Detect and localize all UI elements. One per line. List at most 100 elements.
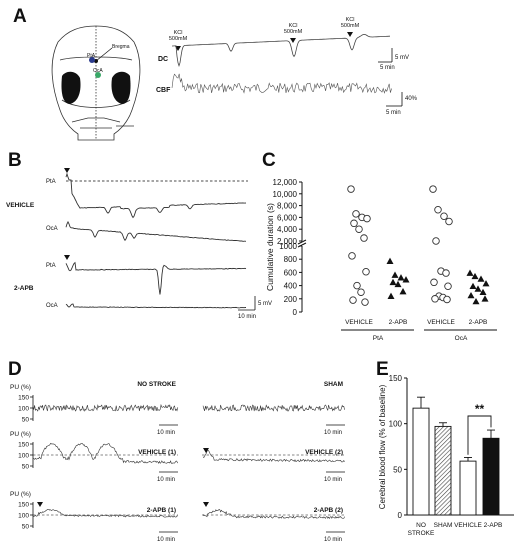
e-ytick-label: 100 — [389, 420, 403, 429]
b-scale-t: 10 min — [238, 314, 256, 320]
c-category-label: 2-APB — [389, 319, 408, 326]
c-data-point — [445, 217, 453, 226]
d-trace — [32, 442, 179, 464]
b-apb-oca-label: OcA — [46, 303, 58, 309]
e-ytick-label: 0 — [398, 511, 403, 520]
c-data-point — [391, 271, 399, 278]
c-ytick-label: 2,000 — [277, 237, 298, 246]
dc-scale-bar — [378, 48, 393, 63]
panel-letter-a: A — [13, 6, 27, 27]
panel-letter-e: E — [376, 359, 389, 380]
left-orbit — [61, 71, 81, 104]
c-group-label-oca: OcA — [455, 335, 468, 342]
cbf-label: CBF — [156, 87, 171, 94]
c-data-point — [467, 292, 475, 299]
c-group-label-pta: PtA — [373, 335, 384, 342]
c-category-label: 2-APB — [469, 319, 488, 326]
c-data-point — [347, 185, 355, 193]
b-veh-pta-label: PtA — [46, 179, 56, 185]
b-scale-v: 5 mV — [258, 301, 272, 307]
e-category-label: VEHICLE — [454, 522, 482, 529]
svg-text:500mM: 500mM — [284, 29, 303, 35]
d-ytick-label: 150 — [18, 442, 29, 449]
d-pu-label: PU (%) — [10, 384, 31, 391]
c-data-point — [360, 234, 368, 242]
right-orbit — [111, 71, 131, 104]
e-category-label: SHAM — [434, 522, 453, 529]
d-ytick-label: 50 — [22, 417, 30, 424]
c-data-point — [350, 219, 358, 228]
b-apb-pta-label: PtA — [46, 263, 56, 269]
c-data-point — [363, 214, 371, 223]
c-data-point — [361, 298, 369, 306]
panel-letter-b: B — [8, 150, 22, 171]
b-veh-oca-label: OcA — [46, 226, 58, 232]
c-ytick-label: 600 — [284, 268, 298, 277]
d-ytick-label: 100 — [18, 513, 29, 520]
e-ytick-label: 150 — [389, 374, 403, 383]
c-data-point — [389, 278, 397, 286]
c-data-point — [442, 269, 450, 277]
c-ytick-label: 800 — [284, 255, 298, 264]
c-data-point — [474, 285, 482, 292]
d-ytick-label: 100 — [18, 406, 29, 413]
c-ytick-label: 10,000 — [273, 190, 298, 199]
b-apb-label: 2-APB — [14, 285, 34, 292]
c-ytick-label: 6,000 — [277, 213, 298, 222]
d-trace-label: 2-APB (1) — [147, 507, 176, 514]
e-bar — [412, 407, 430, 516]
d-ytick-label: 50 — [22, 524, 30, 531]
panel-d-traces: PU (%) 150 100 50 NO STROKE SHAM 10 min 10 min P… — [10, 381, 345, 543]
svg-text:KCl: KCl — [289, 23, 298, 29]
oca-site — [95, 72, 101, 78]
d-stim-marker — [37, 502, 43, 507]
c-ytick-label: 12,000 — [273, 178, 298, 187]
e-ytick-label: 50 — [393, 465, 402, 474]
c-data-point — [440, 212, 448, 220]
e-significance-label: ** — [475, 402, 485, 416]
dc-label: DC — [158, 56, 168, 63]
d-stim-marker — [203, 502, 209, 507]
dc-scale-v: 5 mV — [395, 55, 409, 61]
d-trace — [202, 404, 345, 412]
svg-text:500mM: 500mM — [169, 36, 188, 42]
d-ytick-label: 150 — [18, 502, 29, 509]
c-ytick-label: 200 — [284, 295, 298, 304]
d-scale-label: 10 min — [324, 477, 342, 483]
c-y-axis-label: Cumulative duration (s) — [265, 203, 275, 291]
dc-scale-t: 5 min — [380, 65, 395, 71]
e-bar — [459, 460, 477, 516]
svg-text:KCl: KCl — [346, 17, 355, 23]
b-apb-oca-trace — [65, 303, 246, 309]
c-data-point — [394, 280, 402, 288]
c-data-point — [355, 225, 363, 233]
panel-letter-d: D — [8, 359, 22, 380]
cbf-scale-bar — [386, 92, 403, 107]
svg-text:KCl: KCl — [174, 30, 183, 36]
c-data-point — [469, 282, 477, 290]
c-data-point — [466, 269, 474, 276]
c-data-point — [482, 280, 490, 287]
d-trace — [202, 450, 345, 463]
d-scale-label: 10 min — [157, 537, 175, 543]
c-data-point — [431, 295, 439, 303]
b-veh-oca-trace — [65, 220, 247, 242]
b-veh-pta-trace — [65, 172, 247, 219]
d-stim-marker — [203, 448, 209, 453]
e-category-label: NO — [416, 522, 426, 529]
bregma-label: Bregma — [112, 44, 130, 50]
c-ytick-label: 8,000 — [277, 202, 298, 211]
e-category-label: 2-APB — [484, 522, 503, 529]
d-ytick-label: 150 — [18, 395, 29, 402]
c-data-point — [397, 274, 405, 281]
e-category-label: STROKE — [408, 530, 435, 537]
c-data-point — [471, 272, 479, 280]
skull-illustration — [51, 25, 141, 141]
d-scale-label: 10 min — [324, 537, 342, 543]
b-veh-stim-marker — [64, 168, 70, 173]
c-data-point — [430, 278, 438, 287]
b-apb-stim-marker — [64, 255, 70, 260]
c-data-point — [349, 296, 357, 304]
